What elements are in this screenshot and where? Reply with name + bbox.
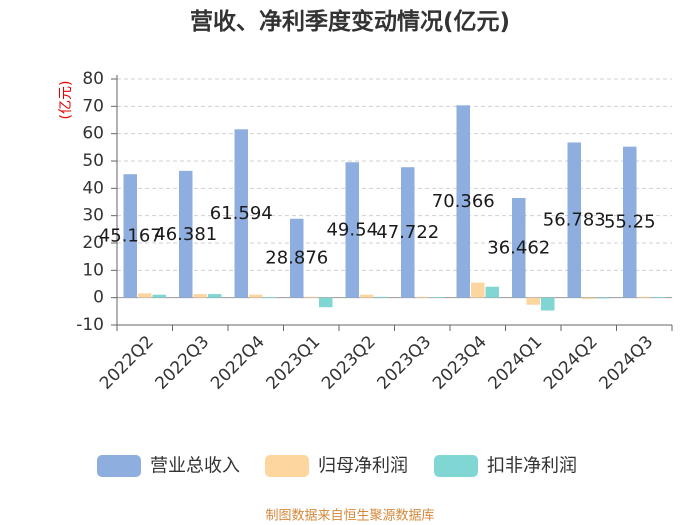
y-tick-label: -10 — [76, 315, 104, 335]
bar-revenue-2023Q1 — [290, 218, 304, 298]
legend-label-non-recurring-net-profit: 扣非净利润 — [487, 456, 577, 477]
bar-revenue-2022Q2 — [123, 174, 137, 298]
bar-non-recurring-net-profit-2023Q3 — [430, 297, 444, 298]
x-tick-label-2023Q2: 2023Q2 — [318, 332, 380, 394]
y-axis-label: (亿元) — [58, 81, 74, 120]
bar-non-recurring-net-profit-2022Q3 — [208, 294, 222, 298]
bar-non-recurring-net-profit-2023Q4 — [485, 286, 499, 298]
y-tick-label: 40 — [82, 178, 104, 198]
bar-net-profit-2023Q2 — [360, 294, 374, 298]
x-tick-label-2022Q4: 2022Q4 — [207, 332, 269, 394]
bar-net-profit-2023Q1 — [304, 296, 318, 298]
bar-non-recurring-net-profit-2024Q2 — [596, 297, 610, 299]
x-tick-label-2023Q1: 2023Q1 — [262, 332, 324, 394]
data-label-revenue-2024Q3: 55.25 — [604, 212, 656, 233]
y-tick-label: 80 — [82, 69, 104, 89]
y-tick-label: 50 — [82, 151, 104, 171]
data-label-revenue-2023Q4: 70.366 — [432, 191, 495, 212]
legend-item-revenue: 营业总收入 — [97, 455, 240, 477]
x-tick-label-2024Q2: 2024Q2 — [540, 332, 602, 394]
legend-swatch-net-profit — [265, 455, 309, 477]
bars — [123, 105, 666, 311]
bar-net-profit-2022Q2 — [138, 293, 152, 298]
legend-swatch-non-recurring-net-profit — [434, 455, 478, 477]
legend-item-non-recurring-net-profit: 扣非净利润 — [434, 455, 577, 477]
bar-net-profit-2024Q2 — [582, 297, 596, 300]
legend-label-revenue: 营业总收入 — [150, 456, 240, 477]
source-note: 制图数据来自恒生聚源数据库 — [265, 508, 434, 524]
bar-revenue-2024Q2 — [567, 142, 581, 298]
data-label-revenue-2022Q4: 61.594 — [210, 203, 273, 224]
x-tick-label-2022Q3: 2022Q3 — [151, 332, 213, 394]
bar-revenue-2022Q4 — [234, 129, 248, 298]
y-tick-label: 20 — [82, 233, 104, 253]
y-tick-label: 70 — [82, 96, 104, 116]
chart-title: 营收、净利季度变动情况(亿元) — [190, 8, 510, 35]
x-tick-label-2023Q3: 2023Q3 — [373, 332, 435, 394]
legend-swatch-revenue — [97, 455, 141, 477]
y-tick-label: 0 — [93, 288, 104, 308]
grid-lines — [117, 78, 672, 299]
bar-revenue-2023Q2 — [345, 162, 359, 298]
bar-non-recurring-net-profit-2023Q1 — [319, 297, 333, 308]
bar-net-profit-2023Q3 — [415, 296, 429, 298]
bar-non-recurring-net-profit-2024Q3 — [652, 297, 666, 298]
data-label-revenue-2024Q2: 56.783 — [543, 210, 606, 231]
bar-net-profit-2023Q4 — [471, 282, 485, 298]
legend-item-net-profit: 归母净利润 — [265, 455, 408, 477]
y-tick-label: 60 — [82, 124, 104, 144]
y-tick-label: 30 — [82, 206, 104, 226]
bar-net-profit-2022Q3 — [193, 294, 207, 298]
data-label-revenue-2022Q3: 46.381 — [154, 224, 217, 245]
x-tick-label-2024Q3: 2024Q3 — [595, 332, 657, 394]
legend: 营业总收入 归母净利润 扣非净利润 — [97, 455, 577, 477]
bar-revenue-2024Q1 — [512, 198, 526, 298]
data-label-revenue-2023Q3: 47.722 — [376, 222, 439, 243]
bar-non-recurring-net-profit-2023Q2 — [374, 296, 388, 298]
legend-label-net-profit: 归母净利润 — [318, 456, 408, 477]
bar-net-profit-2022Q4 — [249, 294, 263, 298]
y-tick-label: 10 — [82, 260, 104, 280]
data-label-revenue-2023Q1: 28.876 — [265, 248, 328, 269]
data-label-revenue-2023Q2: 49.54 — [326, 219, 378, 240]
bar-revenue-2023Q3 — [401, 167, 415, 298]
bar-non-recurring-net-profit-2024Q1 — [541, 297, 555, 311]
x-tick-label-2023Q4: 2023Q4 — [429, 332, 491, 394]
bar-revenue-2022Q3 — [179, 170, 193, 298]
bar-non-recurring-net-profit-2022Q4 — [263, 297, 277, 298]
data-label-revenue-2022Q2: 45.167 — [99, 225, 162, 246]
x-tick-label-2024Q1: 2024Q1 — [484, 332, 546, 394]
bar-net-profit-2024Q1 — [526, 297, 540, 305]
bar-revenue-2023Q4 — [456, 105, 470, 298]
bar-non-recurring-net-profit-2022Q2 — [152, 294, 166, 298]
x-tick-label-2022Q2: 2022Q2 — [96, 332, 158, 394]
bar-net-profit-2024Q3 — [637, 296, 651, 298]
data-label-revenue-2024Q1: 36.462 — [487, 237, 550, 258]
bar-revenue-2024Q3 — [623, 146, 637, 298]
